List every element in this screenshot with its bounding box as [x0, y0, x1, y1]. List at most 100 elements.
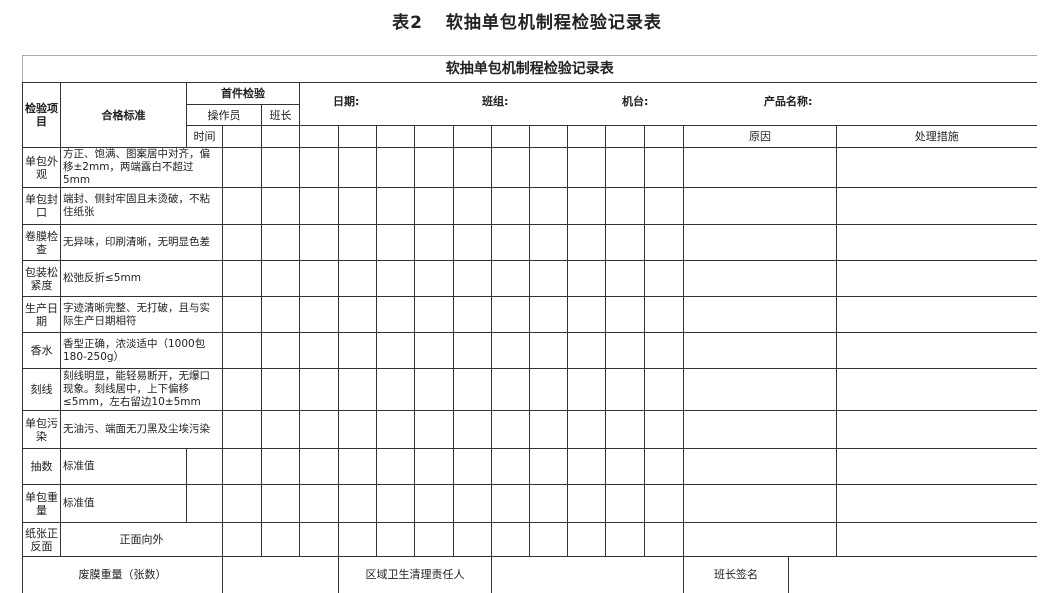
record-cell[interactable] — [299, 260, 339, 297]
record-cell[interactable] — [299, 410, 339, 449]
record-cell[interactable] — [261, 484, 300, 523]
record-cell[interactable] — [567, 368, 606, 411]
record-cell[interactable] — [376, 147, 415, 188]
record-cell[interactable] — [414, 368, 454, 411]
time-cell[interactable] — [376, 125, 415, 148]
record-cell[interactable] — [605, 296, 645, 333]
record-cell[interactable] — [376, 410, 415, 449]
record-cell[interactable] — [222, 484, 262, 523]
record-cell[interactable] — [644, 332, 684, 369]
record-cell[interactable] — [222, 368, 262, 411]
record-cell[interactable] — [376, 448, 415, 485]
reason-cell[interactable] — [683, 410, 837, 449]
record-cell[interactable] — [567, 224, 606, 261]
time-cell[interactable] — [222, 125, 262, 148]
record-cell[interactable] — [453, 522, 492, 557]
record-cell[interactable] — [529, 147, 568, 188]
measure-cell[interactable] — [835, 448, 1037, 485]
time-cell[interactable] — [338, 125, 377, 148]
record-cell[interactable] — [261, 368, 300, 411]
record-cell[interactable] — [222, 296, 262, 333]
time-cell[interactable] — [299, 125, 339, 148]
record-cell[interactable] — [644, 522, 684, 557]
record-cell[interactable] — [376, 522, 415, 557]
record-cell[interactable] — [414, 484, 454, 523]
measure-cell[interactable] — [835, 484, 1037, 523]
measure-cell[interactable] — [835, 296, 1037, 333]
record-cell[interactable] — [644, 187, 684, 225]
waste-film-value[interactable] — [222, 556, 339, 593]
record-cell[interactable] — [261, 224, 300, 261]
record-cell[interactable] — [453, 332, 492, 369]
time-cell[interactable] — [453, 125, 492, 148]
record-cell[interactable] — [299, 448, 339, 485]
record-cell[interactable] — [491, 522, 530, 557]
record-cell[interactable] — [567, 410, 606, 449]
record-cell[interactable] — [261, 296, 300, 333]
record-cell[interactable] — [605, 522, 645, 557]
record-cell[interactable] — [453, 187, 492, 225]
record-cell[interactable] — [605, 332, 645, 369]
record-cell[interactable] — [567, 522, 606, 557]
record-cell[interactable] — [338, 147, 377, 188]
record-cell[interactable] — [605, 484, 645, 523]
record-cell[interactable] — [605, 224, 645, 261]
record-cell[interactable] — [567, 147, 606, 188]
measure-cell[interactable] — [835, 522, 1037, 557]
reason-cell[interactable] — [683, 448, 837, 485]
reason-cell[interactable] — [683, 368, 837, 411]
record-cell[interactable] — [453, 484, 492, 523]
record-cell[interactable] — [261, 448, 300, 485]
record-cell[interactable] — [414, 522, 454, 557]
time-cell[interactable] — [644, 125, 684, 148]
record-cell[interactable] — [338, 296, 377, 333]
record-cell[interactable] — [644, 368, 684, 411]
record-cell[interactable] — [453, 448, 492, 485]
measure-cell[interactable] — [835, 260, 1037, 297]
record-cell[interactable] — [605, 368, 645, 411]
reason-cell[interactable] — [683, 260, 837, 297]
record-cell[interactable] — [222, 260, 262, 297]
record-cell[interactable] — [567, 296, 606, 333]
record-cell[interactable] — [261, 410, 300, 449]
reason-cell[interactable] — [683, 522, 837, 557]
record-cell[interactable] — [414, 448, 454, 485]
record-cell[interactable] — [644, 296, 684, 333]
reason-cell[interactable] — [683, 296, 837, 333]
measure-cell[interactable] — [835, 368, 1037, 411]
record-cell[interactable] — [376, 484, 415, 523]
record-cell[interactable] — [567, 484, 606, 523]
time-cell[interactable] — [605, 125, 645, 148]
record-cell[interactable] — [338, 522, 377, 557]
record-cell[interactable] — [491, 187, 530, 225]
record-cell[interactable] — [453, 260, 492, 297]
reason-cell[interactable] — [683, 187, 837, 225]
leader-sign-value[interactable] — [787, 556, 1037, 593]
record-cell[interactable] — [644, 448, 684, 485]
record-cell[interactable] — [299, 522, 339, 557]
record-cell[interactable] — [338, 448, 377, 485]
record-cell[interactable] — [338, 484, 377, 523]
record-cell[interactable] — [222, 522, 262, 557]
record-cell[interactable] — [338, 187, 377, 225]
record-cell[interactable] — [529, 368, 568, 411]
record-cell[interactable] — [222, 224, 262, 261]
time-cell[interactable] — [567, 125, 606, 148]
record-cell[interactable] — [299, 187, 339, 225]
record-cell[interactable] — [376, 296, 415, 333]
record-cell[interactable] — [644, 410, 684, 449]
record-cell[interactable] — [338, 368, 377, 411]
measure-cell[interactable] — [835, 332, 1037, 369]
record-cell[interactable] — [644, 147, 684, 188]
record-cell[interactable] — [376, 332, 415, 369]
record-cell[interactable] — [453, 410, 492, 449]
record-cell[interactable] — [491, 410, 530, 449]
standard-value-cell[interactable] — [186, 484, 223, 523]
record-cell[interactable] — [338, 410, 377, 449]
record-cell[interactable] — [567, 260, 606, 297]
measure-cell[interactable] — [835, 147, 1037, 188]
record-cell[interactable] — [376, 368, 415, 411]
record-cell[interactable] — [414, 410, 454, 449]
record-cell[interactable] — [299, 332, 339, 369]
record-cell[interactable] — [338, 332, 377, 369]
